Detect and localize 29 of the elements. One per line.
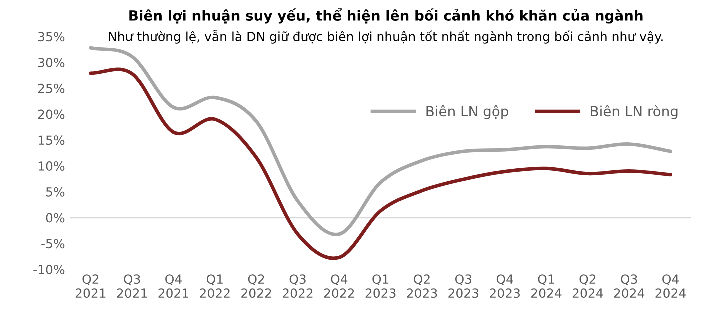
x-tick-label: Q3 2021 [117,274,148,298]
chart-title: Biên lợi nhuận suy yếu, thể hiện lên bối cảnh khó khăn của ngành [130,8,643,24]
legend-label: Biên LN gộp [426,105,508,120]
x-tick-label: Q4 2021 [158,274,188,298]
y-tick-label: 0% [46,213,65,223]
y-tick-label: 20% [38,110,65,120]
chart-subtitle: Như thường lệ, vẫn là DN giữ được biên lợi nhuận tốt nhất ngành trong bối cảnh như vậy. [109,30,663,44]
x-tick-label: Q1 2024 [532,274,562,298]
y-tick-label: 25% [38,84,65,94]
y-tick-label: -5% [42,239,65,249]
y-tick-label: 15% [38,136,65,146]
x-tick-label: Q2 2021 [76,274,106,298]
x-tick-label: Q1 2023 [366,274,396,298]
x-tick-label: Q2 2024 [572,274,604,298]
x-tick-label: Q1 2022 [200,274,230,298]
x-tick-label: Q3 2024 [614,274,645,298]
y-tick-label: 5% [46,187,65,197]
x-tick-label: Q3 2023 [448,274,479,298]
x-tick-label: Q2 2023 [407,274,438,298]
x-tick-label: Q4 2023 [490,274,520,298]
y-tick-label: -10% [34,265,65,274]
legend-label: Biên LN ròng [591,105,678,120]
x-tick-label: Q4 2022 [324,274,354,298]
y-tick-label: 35% [38,32,65,42]
x-tick-label: Q4 2024 [656,274,686,298]
y-tick-label: 30% [38,58,65,68]
x-tick-label: Q2 2022 [242,274,272,298]
x-tick-label: Q3 2022 [283,274,313,298]
y-tick-label: 10% [38,162,65,171]
